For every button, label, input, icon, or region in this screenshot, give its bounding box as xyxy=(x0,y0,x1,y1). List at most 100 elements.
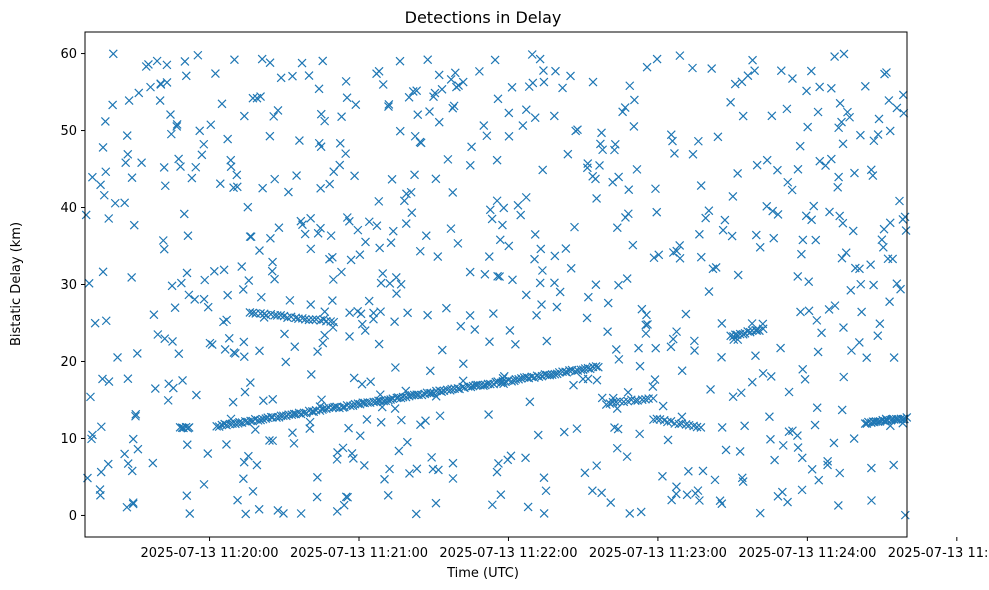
detection-point xyxy=(320,330,330,340)
detection-point xyxy=(826,83,836,93)
detection-point xyxy=(172,121,182,131)
detection-point xyxy=(782,104,792,114)
detection-point xyxy=(721,445,731,455)
detection-point xyxy=(773,165,782,175)
detection-point xyxy=(423,55,433,65)
detection-point xyxy=(814,475,824,485)
detection-point xyxy=(592,461,602,471)
detection-point xyxy=(458,359,468,369)
detection-point xyxy=(212,421,222,431)
detection-point xyxy=(405,469,414,478)
detection-point xyxy=(385,464,394,474)
detection-point xyxy=(369,314,378,324)
detection-point xyxy=(689,336,699,346)
detection-point xyxy=(804,277,814,287)
y-tick-label: 30 xyxy=(60,278,77,293)
detection-point xyxy=(539,473,549,483)
detection-point xyxy=(108,49,118,59)
detection-point xyxy=(239,352,249,362)
detection-point xyxy=(449,101,459,111)
detection-point xyxy=(698,466,708,476)
detection-point xyxy=(284,187,293,197)
detection-point xyxy=(869,136,879,146)
detection-point xyxy=(292,171,301,180)
detection-point xyxy=(388,226,398,236)
detection-point xyxy=(824,305,834,314)
detection-point xyxy=(274,223,284,233)
detection-point xyxy=(127,272,137,282)
detection-point xyxy=(735,447,745,456)
detection-point xyxy=(629,95,639,105)
detection-point xyxy=(401,219,411,228)
detection-point xyxy=(733,270,743,280)
detection-point xyxy=(312,472,322,482)
detection-point xyxy=(896,284,905,294)
detection-point xyxy=(465,160,475,170)
detection-point xyxy=(268,412,278,422)
detection-point xyxy=(98,267,108,277)
detection-point xyxy=(672,327,681,337)
detection-point xyxy=(494,459,503,468)
detection-point xyxy=(383,490,393,500)
detection-point xyxy=(403,308,413,318)
detection-point xyxy=(185,509,195,518)
detection-point xyxy=(620,103,630,113)
detection-point xyxy=(434,117,444,127)
detection-point xyxy=(591,361,601,371)
detection-point xyxy=(306,300,316,309)
detection-point xyxy=(425,388,435,398)
detection-point xyxy=(866,463,876,473)
detection-point xyxy=(521,453,530,463)
detection-point xyxy=(815,156,825,166)
detection-point xyxy=(573,125,582,135)
detection-point xyxy=(837,253,847,263)
detection-point xyxy=(597,488,607,498)
detection-point xyxy=(402,437,412,447)
detection-point xyxy=(176,278,186,288)
detection-point xyxy=(854,337,864,347)
detection-point xyxy=(300,314,310,324)
detection-point xyxy=(762,201,772,211)
y-tick-label: 20 xyxy=(60,355,77,370)
detection-point xyxy=(649,253,659,263)
detection-point xyxy=(120,198,130,208)
detection-point xyxy=(353,225,363,235)
detection-point xyxy=(593,362,603,372)
detection-point xyxy=(566,263,576,273)
detection-point xyxy=(361,237,370,247)
detection-point xyxy=(335,160,345,170)
detection-point xyxy=(167,281,177,291)
detection-point xyxy=(533,430,543,440)
detection-point xyxy=(642,310,651,320)
detection-point xyxy=(129,220,139,230)
detection-point xyxy=(668,334,678,344)
detection-point xyxy=(738,111,748,121)
detection-point xyxy=(900,510,910,520)
detection-point xyxy=(128,434,138,444)
detection-point xyxy=(316,183,326,193)
detection-point xyxy=(479,381,488,391)
detection-point xyxy=(343,492,353,502)
detection-point xyxy=(856,279,866,289)
detection-point xyxy=(504,108,514,118)
detection-point xyxy=(800,374,810,384)
detection-point xyxy=(209,266,219,276)
detection-point xyxy=(252,460,262,470)
detection-point xyxy=(652,54,662,64)
detection-point xyxy=(342,213,352,222)
detection-point xyxy=(751,230,761,240)
detection-point xyxy=(458,77,468,87)
x-tick-label: 2025-07-13 11:20:00 xyxy=(141,546,279,561)
detection-point xyxy=(549,111,559,121)
detection-point xyxy=(810,420,820,430)
detection-point xyxy=(335,138,345,148)
detection-point xyxy=(232,170,242,180)
detection-point xyxy=(521,290,531,300)
detection-point xyxy=(592,375,602,385)
detection-point xyxy=(298,220,307,230)
detection-point xyxy=(530,113,540,123)
detection-point xyxy=(495,235,505,245)
detection-point xyxy=(608,177,618,187)
x-tick-label: 2025-07-13 11:25:00 xyxy=(888,546,989,561)
detection-point xyxy=(421,416,430,426)
